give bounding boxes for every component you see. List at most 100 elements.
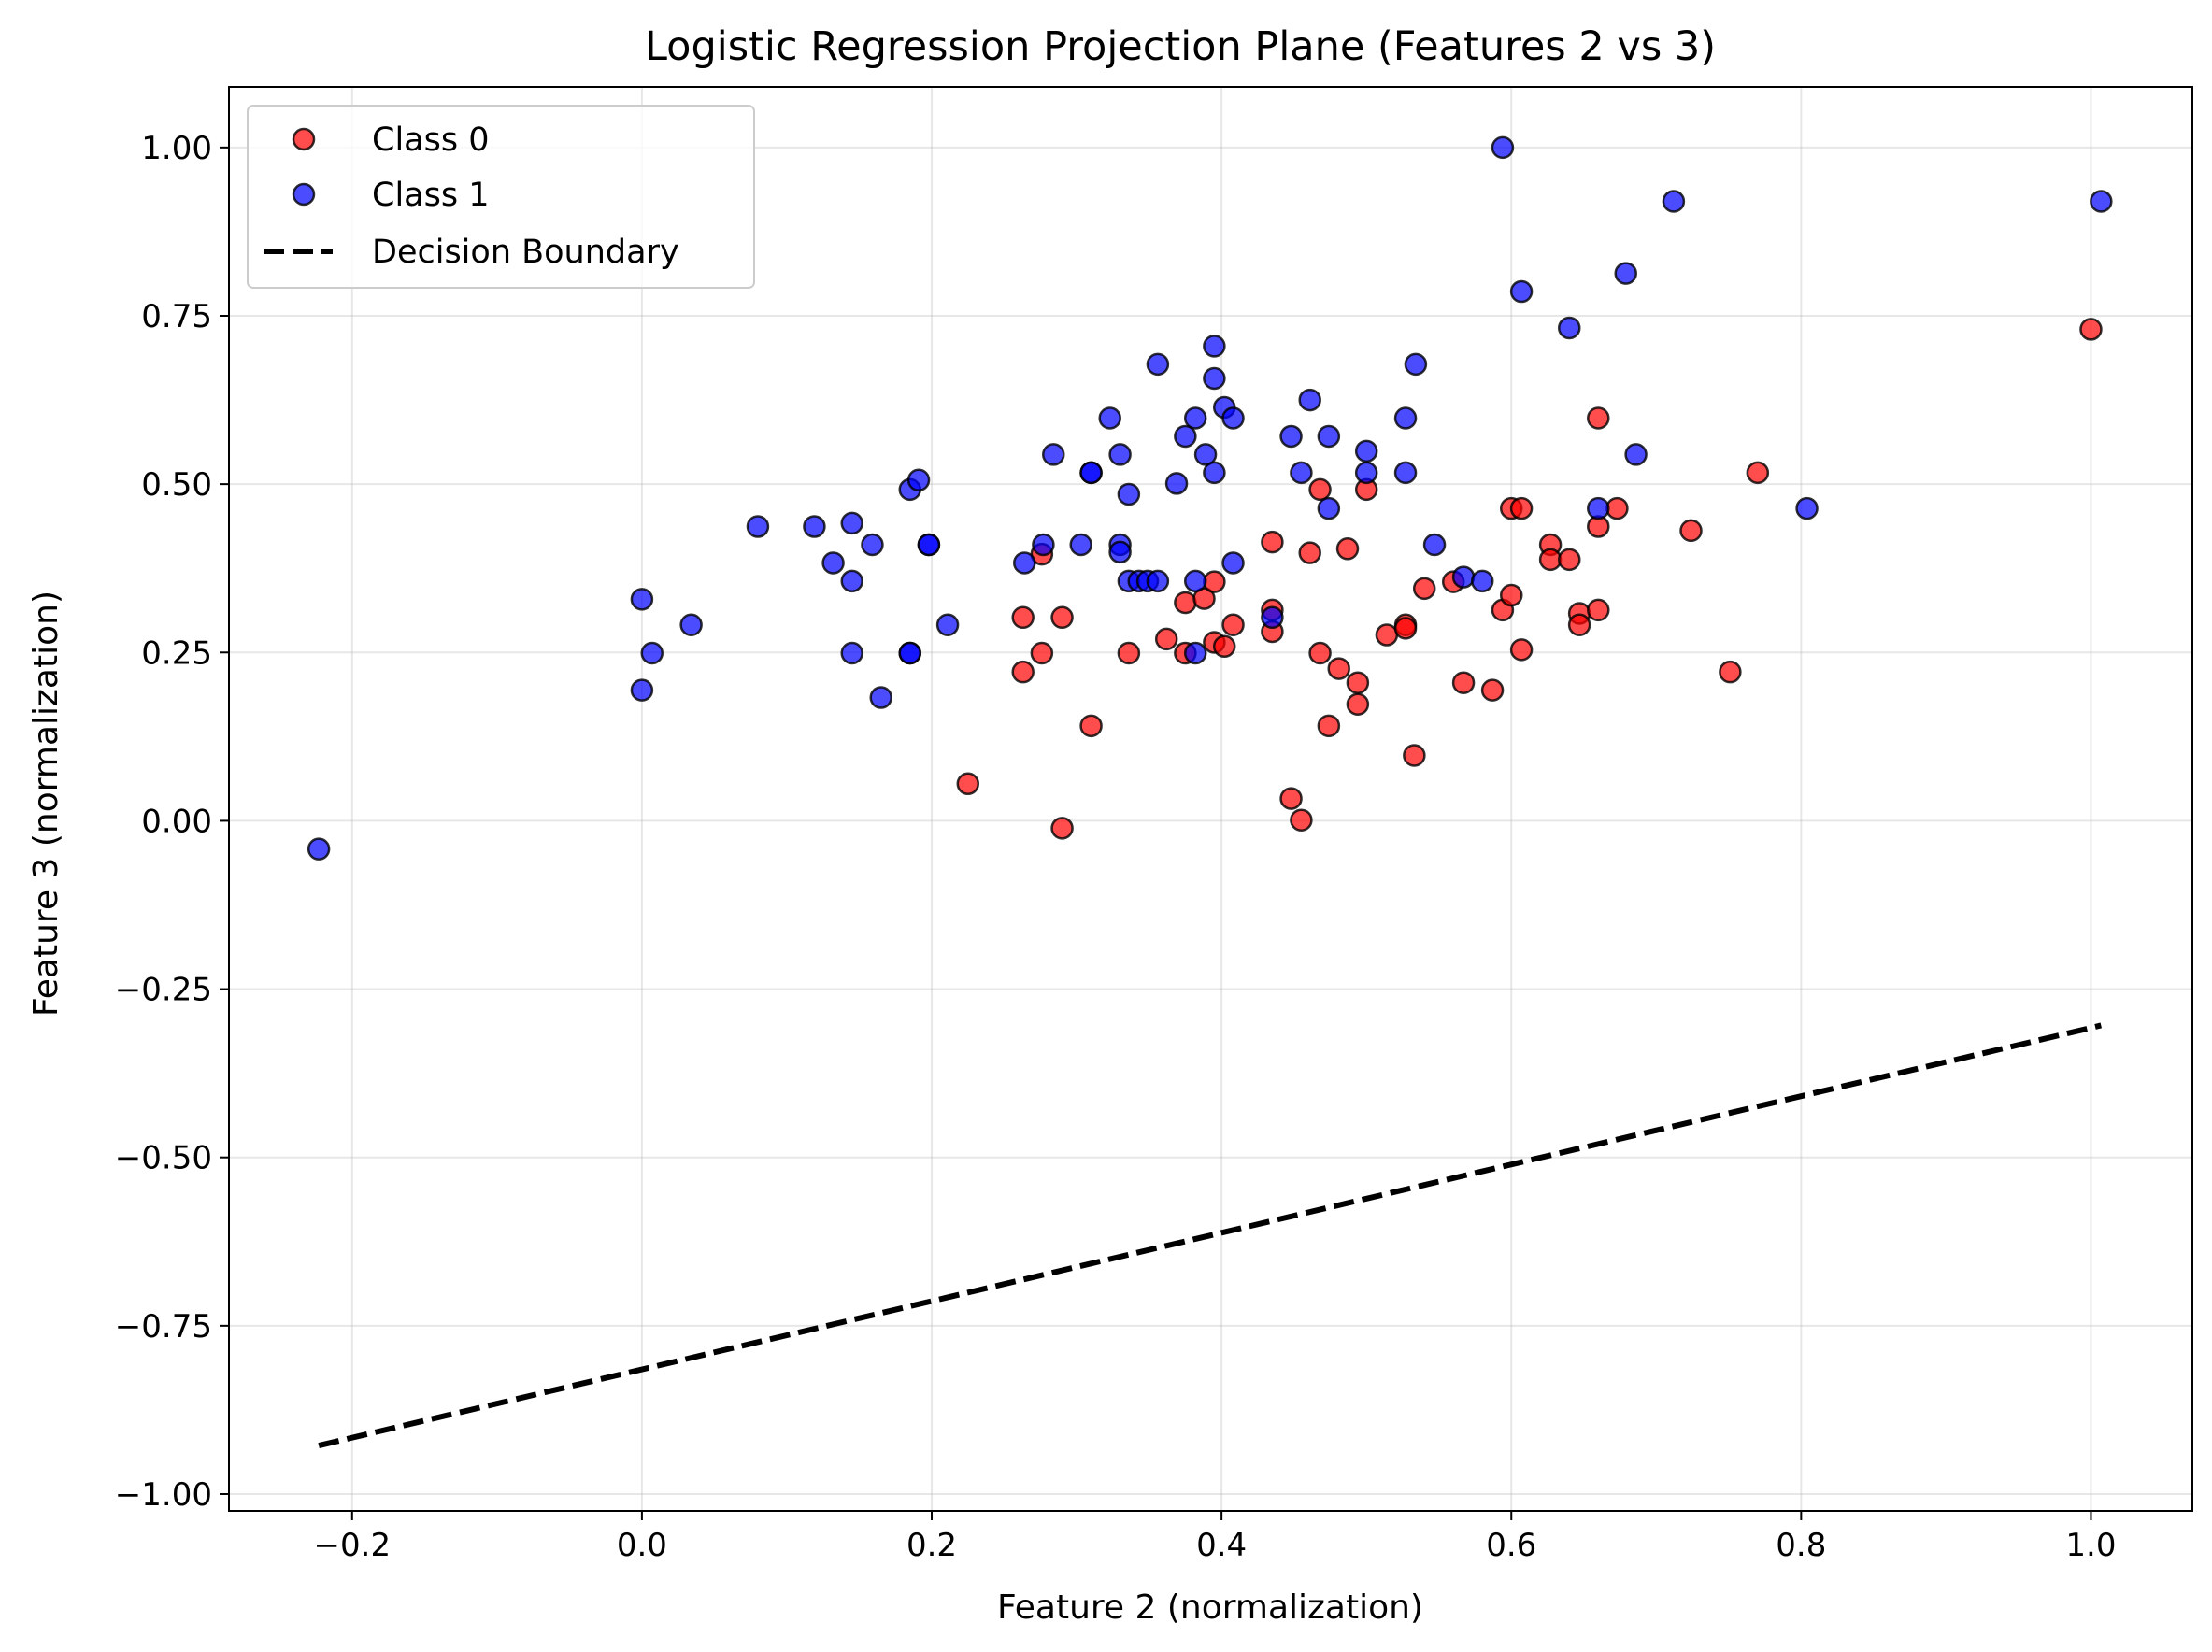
point-class-1 xyxy=(1108,540,1132,564)
point-class-1 xyxy=(1451,565,1476,589)
legend-label-class-0: Class 0 xyxy=(372,121,489,159)
point-class-1 xyxy=(1491,135,1515,160)
point-class-1 xyxy=(840,641,863,665)
point-class-0 xyxy=(1221,613,1245,636)
point-class-1 xyxy=(1079,461,1103,485)
point-class-1 xyxy=(1164,472,1189,495)
point-class-1 xyxy=(679,613,703,636)
point-class-1 xyxy=(869,686,892,709)
y-tick-label: −0.75 xyxy=(115,1308,212,1346)
point-class-0 xyxy=(1346,692,1370,717)
point-class-0 xyxy=(1117,641,1141,665)
point-class-1 xyxy=(917,533,941,557)
point-class-0 xyxy=(1317,714,1341,738)
legend: Class 0 Class 1 Decision Boundary xyxy=(247,105,755,289)
point-class-1 xyxy=(1183,406,1207,430)
point-class-1 xyxy=(1317,496,1341,520)
point-class-1 xyxy=(630,678,654,702)
point-class-1 xyxy=(746,515,770,538)
point-class-0 xyxy=(1567,613,1591,636)
point-class-1 xyxy=(1393,406,1418,430)
point-class-0 xyxy=(1480,678,1505,702)
scatter-points xyxy=(307,135,2113,861)
point-class-0 xyxy=(1335,537,1360,561)
point-class-0 xyxy=(956,772,980,796)
point-class-0 xyxy=(1308,641,1332,665)
point-class-0 xyxy=(1375,623,1399,647)
point-class-0 xyxy=(1050,605,1074,630)
point-class-1 xyxy=(1422,533,1447,557)
point-class-0 xyxy=(1499,583,1523,607)
point-class-1 xyxy=(1470,569,1494,593)
legend-label-decision-boundary: Decision Boundary xyxy=(372,234,679,271)
point-class-0 xyxy=(1509,496,1534,520)
point-class-1 xyxy=(1146,352,1170,377)
point-class-0 xyxy=(1030,641,1054,665)
point-class-0 xyxy=(1308,477,1332,502)
axis-ticks: −0.2 0.0 0.2 0.4 0.6 0.8 1.0 −1.00 −0.75 −0.50 −0.… xyxy=(115,130,2117,1564)
point-class-1 xyxy=(1393,461,1418,485)
legend-label-class-1: Class 1 xyxy=(372,177,489,214)
point-class-0 xyxy=(1298,541,1321,564)
point-class-0 xyxy=(1587,406,1610,430)
point-class-0 xyxy=(1393,617,1418,640)
y-tick-label: 0.75 xyxy=(141,298,212,335)
point-class-0 xyxy=(1327,657,1350,680)
point-class-1 xyxy=(1032,533,1055,557)
y-tick-label: 0.25 xyxy=(141,634,212,672)
x-tick-label: 0.8 xyxy=(1776,1527,1826,1564)
y-tick-label: −0.25 xyxy=(115,972,212,1009)
point-class-0 xyxy=(1679,519,1703,543)
point-class-1 xyxy=(630,588,654,611)
point-class-1 xyxy=(821,551,845,575)
x-axis-title: Feature 2 (normalization) xyxy=(997,1588,1423,1627)
point-class-1 xyxy=(906,468,931,492)
y-axis-title: Feature 3 (normalization) xyxy=(27,591,65,1017)
decision-boundary-line xyxy=(318,1022,2103,1449)
y-tick-label: −0.50 xyxy=(115,1140,212,1177)
y-tick-label: 0.00 xyxy=(141,803,212,840)
point-class-0 xyxy=(1154,627,1178,651)
point-class-1 xyxy=(935,613,960,636)
point-class-1 xyxy=(2090,190,2113,213)
chart-title: Logistic Regression Projection Plane (Fe… xyxy=(645,23,1716,70)
point-class-1 xyxy=(861,533,884,557)
point-class-1 xyxy=(840,569,863,593)
point-class-1 xyxy=(1013,551,1036,575)
point-class-1 xyxy=(1298,388,1321,412)
point-class-0 xyxy=(1346,671,1370,694)
x-tick-label: 0.4 xyxy=(1196,1527,1247,1564)
point-class-1 xyxy=(1146,569,1170,593)
point-class-1 xyxy=(1221,551,1245,575)
point-class-1 xyxy=(1354,461,1378,485)
y-tick-label: 1.00 xyxy=(141,130,212,167)
point-class-1 xyxy=(1404,352,1428,377)
point-class-0 xyxy=(1538,548,1563,572)
point-class-0 xyxy=(1079,714,1103,738)
point-class-0 xyxy=(1279,787,1303,810)
point-class-1 xyxy=(1203,461,1226,485)
point-class-1 xyxy=(1261,605,1284,630)
point-class-0 xyxy=(1174,591,1197,615)
point-class-0 xyxy=(1290,808,1313,832)
point-class-0 xyxy=(1558,548,1581,572)
point-class-1 xyxy=(840,511,863,535)
point-class-1 xyxy=(1354,439,1378,463)
point-class-1 xyxy=(898,641,922,665)
point-class-0 xyxy=(1746,461,1770,485)
point-class-1 xyxy=(1317,424,1341,449)
point-class-1 xyxy=(1509,279,1534,304)
point-class-1 xyxy=(1795,496,1819,520)
point-class-1 xyxy=(1203,335,1226,358)
point-class-1 xyxy=(1117,482,1141,506)
legend-box xyxy=(247,105,755,289)
point-class-0 xyxy=(1412,577,1436,601)
point-class-1 xyxy=(1624,443,1648,466)
point-class-0 xyxy=(1261,530,1284,554)
point-class-0 xyxy=(1719,660,1742,684)
point-class-1 xyxy=(1069,533,1092,557)
point-class-1 xyxy=(803,515,826,538)
point-class-0 xyxy=(1451,671,1476,694)
legend-marker-class-0 xyxy=(292,127,316,151)
y-tick-label: 0.50 xyxy=(141,466,212,504)
